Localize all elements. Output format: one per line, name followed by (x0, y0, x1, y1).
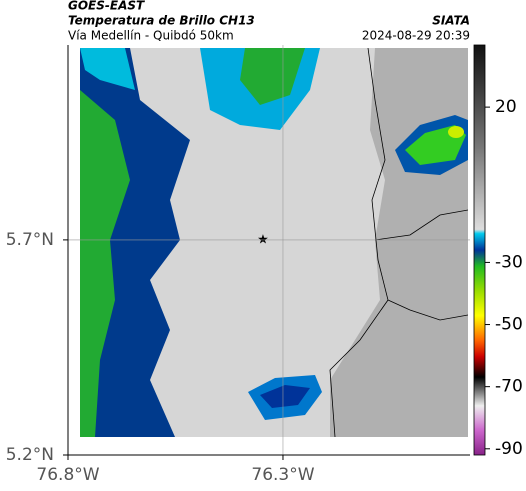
subtitle: Vía Medellín - Quibdó 50km (68, 29, 234, 43)
x-tick-label: 76.3°W (251, 465, 314, 485)
colorbar-tick-label: -70 (495, 377, 523, 397)
colorbar (473, 44, 486, 456)
y-tick-label: 5.2°N (6, 445, 54, 465)
colorbar-tick-label: -90 (495, 439, 523, 459)
y-tick-label: 5.7°N (6, 230, 54, 250)
colorbar-tick-label: 20 (495, 97, 517, 117)
timestamp: 2024-08-29 20:39 (362, 29, 470, 43)
source: GOES-EAST (68, 0, 145, 13)
satellite-image (80, 48, 468, 437)
x-tick-label: 76.8°W (36, 465, 99, 485)
colorbar-tick-label: -50 (495, 315, 523, 335)
colorbar-tick-label: -30 (495, 252, 523, 272)
credit: SIATA (432, 14, 470, 28)
title: Temperatura de Brillo CH13 (68, 14, 255, 28)
